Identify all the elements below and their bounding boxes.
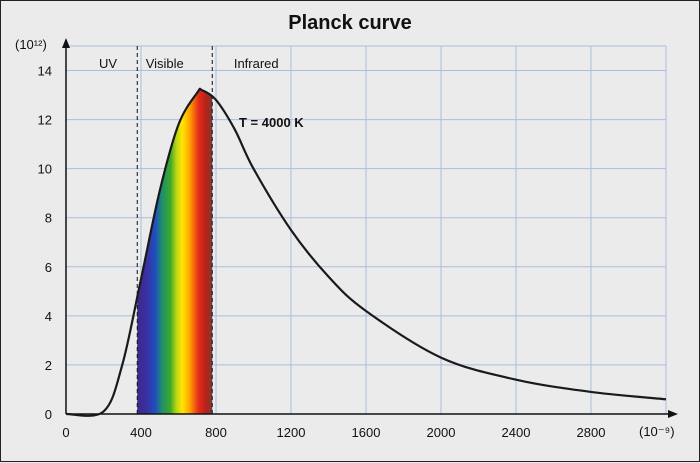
x-tick-label-2000: 2000 xyxy=(427,425,456,440)
y-tick-label-0: 0 xyxy=(45,407,52,422)
x-tick-label-400: 400 xyxy=(130,425,152,440)
chart-title: Planck curve xyxy=(288,12,411,34)
y-tick-label-8: 8 xyxy=(45,211,52,226)
x-unit-label: (10⁻⁹) xyxy=(639,424,675,439)
x-tick-label-0: 0 xyxy=(62,425,69,440)
y-tick-label-10: 10 xyxy=(38,162,52,177)
x-tick-labels: 0 400 800 1200 1600 2000 2400 2800 xyxy=(62,425,605,440)
axes xyxy=(62,38,678,418)
y-tick-label-6: 6 xyxy=(45,260,52,275)
temperature-annotation: T = 4000 K xyxy=(239,115,304,130)
x-tick-label-1200: 1200 xyxy=(277,425,306,440)
x-tick-label-800: 800 xyxy=(205,425,227,440)
region-boundaries xyxy=(136,46,213,414)
x-tick-label-2400: 2400 xyxy=(502,425,531,440)
y-tick-label-12: 12 xyxy=(38,113,52,128)
region-label-visible: Visible xyxy=(146,56,184,71)
y-tick-label-14: 14 xyxy=(38,64,52,79)
region-label-infrared: Infrared xyxy=(234,56,279,71)
y-tick-label-2: 2 xyxy=(45,358,52,373)
y-axis-arrow xyxy=(62,38,70,48)
x-tick-label-1600: 1600 xyxy=(352,425,381,440)
y-tick-labels: 0 2 4 6 8 10 12 14 xyxy=(38,64,52,422)
planck-curve-line xyxy=(65,87,667,417)
y-tick-label-4: 4 xyxy=(45,309,52,324)
x-axis-arrow xyxy=(668,410,678,418)
region-labels: UV Visible Infrared xyxy=(99,56,279,71)
region-label-uv: UV xyxy=(99,56,117,71)
y-unit-label: (10¹²) xyxy=(15,37,47,52)
x-tick-label-2800: 2800 xyxy=(577,425,606,440)
visible-spectrum-band xyxy=(137,88,213,414)
